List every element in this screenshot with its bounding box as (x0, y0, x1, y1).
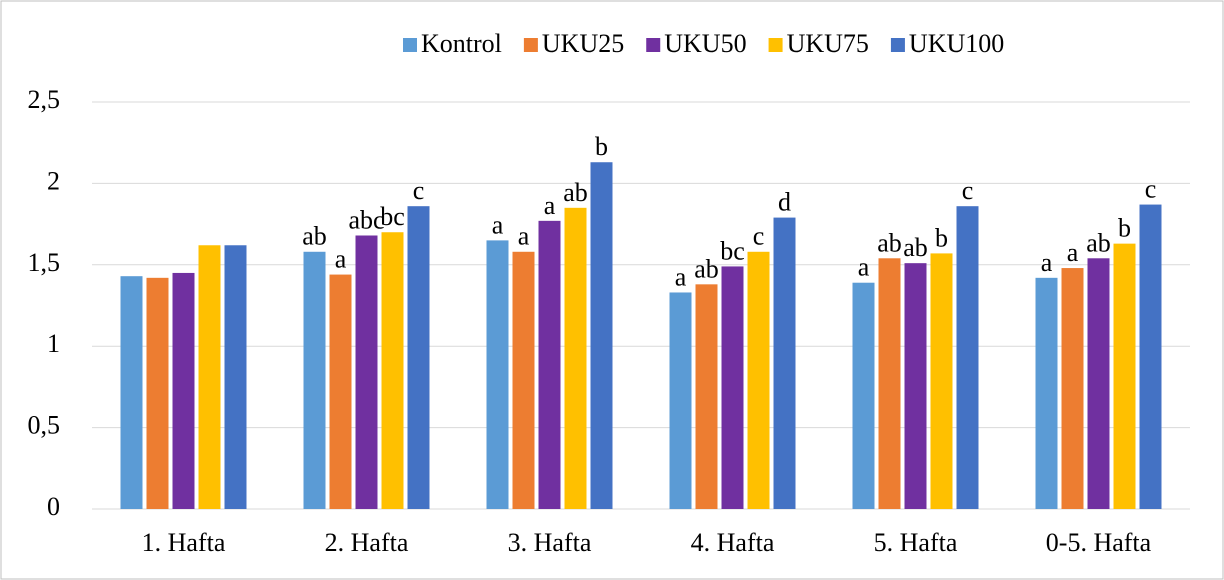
bar-annotation: c (753, 222, 765, 251)
bar (904, 263, 927, 509)
bar (1113, 243, 1136, 510)
bar (878, 258, 901, 509)
bar (695, 284, 718, 509)
legend-label: UKU25 (542, 29, 624, 58)
bar-annotation: b (595, 132, 608, 161)
bar (120, 276, 143, 509)
bar (381, 232, 404, 510)
bar (303, 251, 326, 509)
bar (773, 217, 796, 509)
bar-annotation: a (1067, 238, 1079, 267)
bar (512, 251, 535, 509)
x-tick-label: 4. Hafta (691, 528, 775, 557)
bar (486, 240, 509, 509)
bar (852, 282, 875, 509)
bar (747, 251, 770, 509)
bar (329, 274, 352, 509)
x-tick-label: 5. Hafta (874, 528, 958, 557)
bar (146, 277, 169, 509)
bar (564, 207, 587, 509)
x-tick-label: 2. Hafta (325, 528, 409, 557)
legend-swatch (523, 38, 538, 52)
y-tick-label: 2 (47, 166, 60, 195)
bar-annotation: ab (877, 228, 902, 257)
legend-swatch (890, 38, 905, 52)
legend-label: UKU50 (664, 29, 746, 58)
legend-swatch (768, 38, 783, 52)
legend-swatch (403, 38, 417, 52)
bar (224, 245, 247, 509)
bar-annotation: ab (563, 178, 588, 207)
bar-annotation: abc (348, 205, 384, 234)
bar (930, 253, 953, 509)
bar (1087, 258, 1110, 509)
bar-annotation: b (1118, 214, 1131, 243)
y-tick-label: 0 (47, 492, 60, 521)
bar-annotation: c (413, 176, 425, 205)
bar-annotation: b (935, 223, 948, 252)
bar-annotation: bc (720, 236, 745, 265)
bar (355, 235, 378, 509)
bar (1139, 204, 1162, 509)
legend-label: UKU100 (909, 29, 1004, 58)
bar-annotation: ab (903, 233, 928, 262)
bar (172, 272, 195, 509)
bar-annotation: d (778, 188, 791, 217)
bar-annotation: a (858, 253, 870, 282)
bar (721, 266, 744, 509)
bar-annotation: c (1145, 175, 1157, 204)
y-tick-label: 0,5 (28, 411, 61, 440)
bar (538, 220, 561, 509)
bar (590, 162, 613, 509)
y-tick-label: 1,5 (28, 248, 61, 277)
bar-annotation: ab (694, 254, 719, 283)
bar (956, 206, 979, 509)
y-tick-label: 1 (47, 329, 60, 358)
bar (198, 245, 221, 509)
bar-annotation: a (335, 245, 347, 274)
bar-annotation: a (492, 210, 504, 239)
legend-swatch (646, 38, 661, 52)
bar-annotation: a (544, 191, 556, 220)
x-tick-label: 1. Hafta (142, 528, 226, 557)
bar-annotation: a (1041, 248, 1053, 277)
bar (407, 206, 430, 509)
bar-annotation: a (675, 262, 687, 291)
bar-annotation: a (518, 222, 530, 251)
bar-annotation: bc (380, 202, 405, 231)
legend-label: UKU75 (787, 29, 869, 58)
bar (1035, 277, 1058, 509)
y-tick-label: 2,5 (28, 85, 61, 114)
bar-annotation: c (962, 176, 974, 205)
x-tick-label: 3. Hafta (508, 528, 592, 557)
bar (669, 292, 692, 509)
bar (1061, 268, 1084, 509)
x-tick-label: 0-5. Hafta (1046, 528, 1152, 557)
bar-annotation: ab (302, 222, 327, 251)
legend-label: Kontrol (421, 29, 502, 58)
bar-annotation: ab (1086, 228, 1111, 257)
